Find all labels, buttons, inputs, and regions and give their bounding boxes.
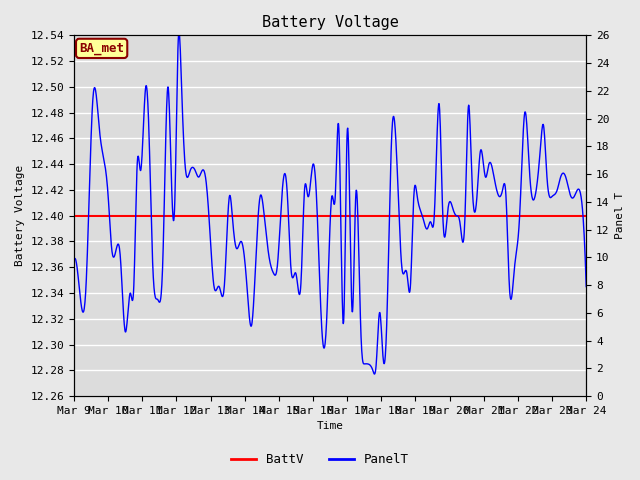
Legend: BattV, PanelT: BattV, PanelT <box>227 448 413 471</box>
Y-axis label: Panel T: Panel T <box>615 192 625 240</box>
Y-axis label: Battery Voltage: Battery Voltage <box>15 165 25 266</box>
Text: BA_met: BA_met <box>79 42 124 55</box>
X-axis label: Time: Time <box>317 421 344 432</box>
Title: Battery Voltage: Battery Voltage <box>262 15 399 30</box>
